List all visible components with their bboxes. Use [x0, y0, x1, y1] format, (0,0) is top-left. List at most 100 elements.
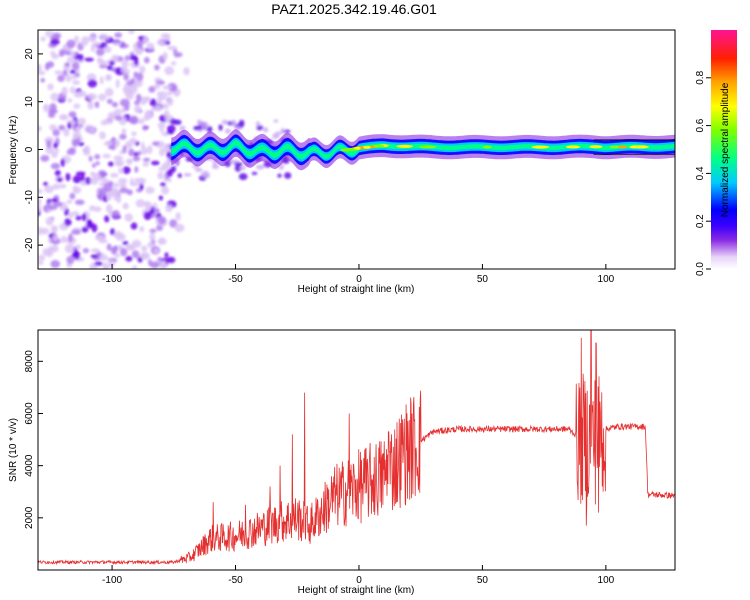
noise-blob — [81, 213, 87, 222]
colorbar-gradient — [711, 30, 737, 269]
noise-blob — [45, 216, 54, 226]
noise-blob — [65, 173, 71, 182]
noise-blob — [115, 79, 120, 89]
noise-blob — [146, 42, 155, 51]
noise-blob — [133, 71, 138, 79]
noise-blob — [71, 74, 77, 80]
noise-blob — [139, 182, 144, 191]
noise-blob — [61, 86, 68, 96]
noise-blob — [169, 219, 178, 228]
noise-blob — [75, 215, 82, 221]
noise-blob — [91, 163, 96, 168]
transition-blob — [218, 124, 223, 131]
transition-blob — [275, 131, 282, 135]
noise-blob — [126, 244, 136, 251]
noise-blob — [38, 254, 46, 261]
noise-blob — [133, 57, 139, 66]
ridge-hotspot — [363, 145, 371, 149]
transition-blob — [284, 172, 292, 179]
transition-blob — [238, 119, 245, 127]
x-tick-label: 0 — [356, 575, 362, 586]
x-tick-label: -100 — [102, 575, 122, 586]
noise-blob — [64, 244, 75, 254]
ridge-hotspot — [373, 144, 385, 148]
ridge-hotspot — [354, 146, 361, 150]
x-tick-label: -100 — [102, 274, 122, 285]
noise-blob — [51, 53, 60, 60]
noise-blob — [137, 177, 147, 185]
noise-blob — [90, 254, 99, 259]
noise-blob — [129, 177, 134, 186]
noise-blob — [112, 41, 123, 46]
transition-blob — [201, 170, 210, 178]
noise-blob — [165, 40, 170, 46]
colorbar-tick-label: 0.6 — [695, 118, 706, 132]
noise-blob — [111, 210, 120, 217]
noise-blob — [64, 218, 72, 227]
noise-blob — [65, 74, 72, 83]
noise-blob — [66, 199, 73, 204]
noise-blob — [69, 69, 77, 75]
noise-blob — [94, 235, 104, 241]
noise-blob — [162, 51, 168, 61]
noise-blob — [141, 245, 148, 252]
colorbar-tick-label: 0.2 — [695, 214, 706, 228]
colorbar-label: Normalized spectral amplitude — [720, 82, 731, 217]
noise-blob — [38, 197, 42, 206]
noise-blob — [73, 125, 82, 133]
noise-blob — [153, 83, 161, 90]
noise-blob — [128, 30, 135, 34]
noise-blob — [111, 182, 121, 187]
noise-blob — [110, 246, 118, 255]
transition-blob — [211, 164, 220, 170]
transition-blob — [183, 173, 192, 177]
noise-blob — [106, 243, 112, 251]
noise-blob — [159, 237, 165, 245]
noise-blob — [161, 186, 170, 195]
noise-blob — [125, 69, 131, 75]
noise-blob — [160, 260, 167, 269]
noise-blob — [96, 57, 103, 64]
noise-blob — [107, 111, 117, 119]
noise-blob — [50, 260, 61, 268]
y-tick-label: 8000 — [24, 350, 35, 373]
noise-blob — [130, 222, 138, 230]
noise-blob — [158, 195, 163, 201]
noise-blob — [68, 233, 73, 243]
noise-blob — [129, 137, 137, 144]
transition-blob — [273, 119, 279, 123]
noise-blob — [46, 139, 52, 149]
noise-blob — [136, 93, 142, 102]
noise-blob — [81, 226, 89, 233]
noise-blob — [137, 118, 145, 125]
noise-blob — [80, 173, 85, 182]
noise-blob — [38, 204, 42, 212]
noise-blob — [145, 186, 155, 194]
transition-blob — [224, 128, 231, 134]
snr-panel: -100 -50 0 50 100 2000 4000 6000 8000 Height of… — [8, 329, 676, 596]
noise-blob — [158, 216, 167, 225]
transition-blob — [234, 164, 242, 172]
noise-blob — [40, 36, 46, 42]
noise-blob — [40, 78, 46, 83]
noise-blob — [119, 187, 129, 194]
noise-blob — [135, 199, 146, 208]
noise-blob — [98, 93, 107, 102]
noise-blob — [153, 208, 160, 213]
noise-blob — [59, 116, 69, 121]
noise-blob — [104, 87, 114, 97]
transition-blob — [194, 167, 203, 172]
noise-blob — [111, 101, 118, 108]
colorbar: 0.0 0.2 0.4 0.6 0.8 Normalized spectral ampl… — [695, 30, 737, 276]
noise-blob — [58, 183, 67, 189]
noise-blob — [58, 124, 66, 131]
noise-blob — [66, 56, 76, 64]
noise-blob — [153, 248, 159, 254]
transition-blob — [200, 121, 209, 129]
noise-blob — [140, 141, 145, 151]
y-tick-label: -10 — [24, 190, 35, 205]
noise-blob — [105, 193, 112, 201]
noise-blob — [173, 91, 180, 97]
colorbar-tick-label: 0.8 — [695, 70, 706, 84]
